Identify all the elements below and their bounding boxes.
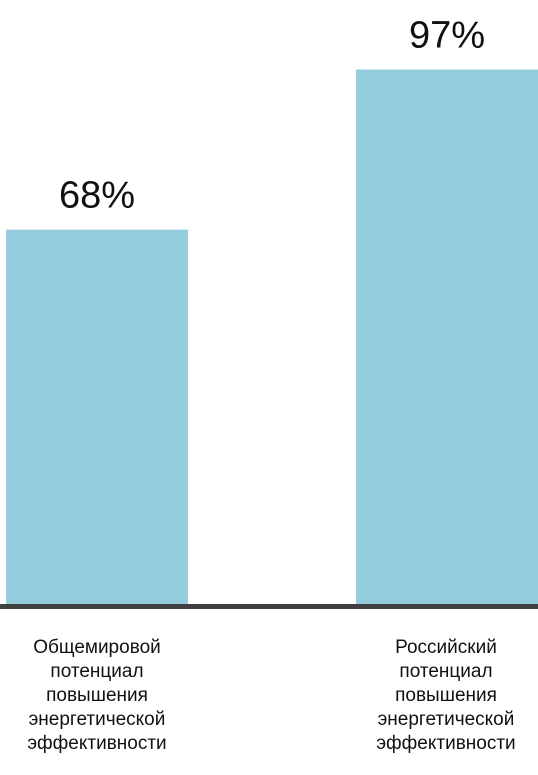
- data-label-2: 97%: [409, 15, 485, 57]
- bar-2: [356, 69, 538, 605]
- category-label-line: Общемировой: [33, 637, 161, 658]
- category-label-line: эффективности: [376, 733, 516, 754]
- category-label-line: повышения: [46, 685, 148, 706]
- category-label-1: Общемировой потенциал повышения энергетичес…: [2, 636, 192, 756]
- category-label-line: энергетической: [28, 709, 166, 730]
- data-label-1: 68%: [59, 175, 135, 217]
- bar-1: [6, 229, 188, 605]
- category-label-line: энергетической: [377, 709, 515, 730]
- category-label-line: повышения: [395, 685, 497, 706]
- x-axis-baseline: [0, 604, 538, 609]
- category-label-line: потенциал: [50, 661, 144, 682]
- category-label-line: эффективности: [27, 733, 167, 754]
- category-label-line: потенциал: [399, 661, 493, 682]
- category-label-2: Российский потенциал повышения энергетическ…: [351, 636, 538, 756]
- category-label-line: Российский: [395, 637, 497, 658]
